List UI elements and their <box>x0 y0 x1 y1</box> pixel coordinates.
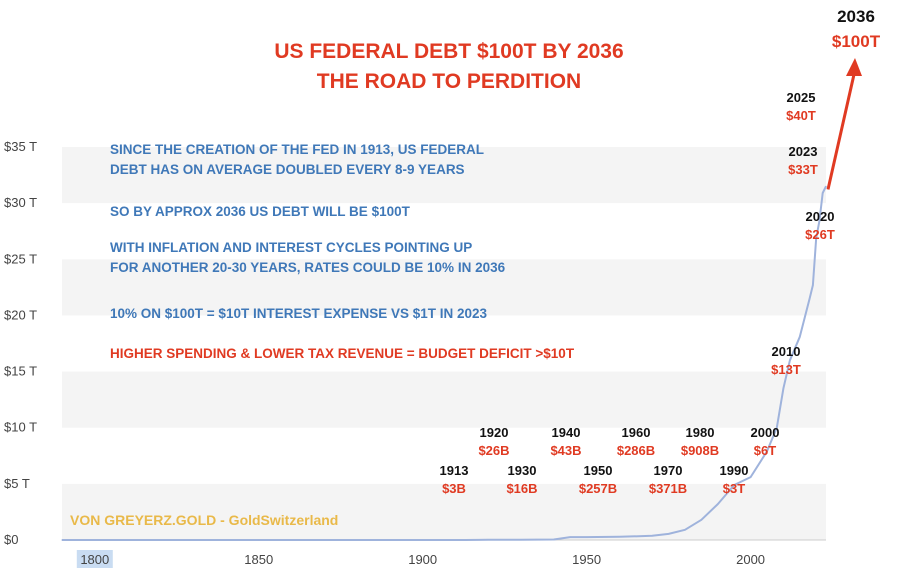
data-point <box>668 533 670 535</box>
data-point <box>422 539 424 541</box>
data-point <box>799 336 801 338</box>
data-point <box>822 192 824 194</box>
x-tick-label: 2000 <box>736 552 765 567</box>
annotation-year: 2025 <box>787 90 816 105</box>
data-point <box>61 539 63 541</box>
data-point <box>812 284 814 286</box>
annotation-year: 1950 <box>584 463 613 478</box>
data-point <box>258 539 260 541</box>
data-point <box>464 539 466 541</box>
data-point <box>749 476 752 478</box>
annotation-value: $100T <box>832 32 881 51</box>
data-point <box>733 484 735 486</box>
grid-band <box>62 315 826 372</box>
data-point <box>684 529 686 531</box>
grid-band <box>62 427 826 484</box>
annotation-value: $26T <box>805 227 835 242</box>
data-point <box>618 536 621 538</box>
projection-arrow-head <box>846 58 862 76</box>
annotation-year: 2020 <box>806 209 835 224</box>
y-tick-label: $0 <box>4 532 18 547</box>
note-line: FOR ANOTHER 20-30 YEARS, RATES COULD BE … <box>110 260 506 275</box>
note-line: DEBT HAS ON AVERAGE DOUBLED EVERY 8-9 YE… <box>110 162 465 177</box>
y-tick-label: $35 T <box>4 139 37 154</box>
chart-title-line: THE ROAD TO PERDITION <box>317 70 581 93</box>
chart-title-line: US FEDERAL DEBT $100T BY 2036 <box>274 40 623 63</box>
data-point <box>818 220 821 222</box>
y-tick-label: $30 T <box>4 195 37 210</box>
annotation-value: $3B <box>442 481 466 496</box>
data-point <box>651 535 653 537</box>
grid-band <box>62 483 826 540</box>
annotation-value: $6T <box>754 443 776 458</box>
annotation-year: 1913 <box>440 463 469 478</box>
data-point <box>789 359 791 361</box>
y-tick-label: $20 T <box>4 307 37 322</box>
note-line: WITH INFLATION AND INTEREST CYCLES POINT… <box>110 240 472 255</box>
data-point <box>520 539 522 541</box>
annotation-year: 1990 <box>720 463 749 478</box>
annotation-value: $43B <box>550 443 581 458</box>
annotation-value: $286B <box>617 443 655 458</box>
grid-band <box>62 147 826 204</box>
x-tick-label: 1800 <box>80 552 109 567</box>
annotation-value: $257B <box>579 481 617 496</box>
annotation-value: $16B <box>506 481 537 496</box>
data-point <box>782 387 784 390</box>
note-line: HIGHER SPENDING & LOWER TAX REVENUE = BU… <box>110 346 575 361</box>
data-point <box>569 536 571 538</box>
data-point <box>700 519 702 521</box>
annotation-year: 1940 <box>552 425 581 440</box>
data-point <box>825 185 827 187</box>
data-point <box>776 427 778 429</box>
note-line: 10% ON $100T = $10T INTEREST EXPENSE VS … <box>110 306 488 321</box>
annotation-year: 1960 <box>622 425 651 440</box>
annotation-year: 1980 <box>686 425 715 440</box>
data-point <box>553 538 555 541</box>
annotation-year: 2023 <box>789 144 818 159</box>
annotation-value: $26B <box>478 443 509 458</box>
annotation-value: $33T <box>788 162 818 177</box>
y-tick-label: $10 T <box>4 420 37 435</box>
x-tick-label: 1900 <box>408 552 437 567</box>
grid-band <box>62 371 826 428</box>
grid-band <box>62 203 826 260</box>
annotation-year: 1930 <box>508 463 537 478</box>
annotation-year: 1970 <box>654 463 683 478</box>
x-tick-label: 1850 <box>244 552 273 567</box>
data-point <box>809 297 811 300</box>
annotation-value: $40T <box>786 108 816 123</box>
watermark: VON GREYERZ.GOLD - GoldSwitzerland <box>70 512 338 528</box>
x-tick-label: 1950 <box>572 552 601 567</box>
data-point <box>717 503 719 505</box>
y-tick-label: $25 T <box>4 251 37 266</box>
annotation-value: $908B <box>681 443 719 458</box>
data-point <box>815 237 817 239</box>
x-tick-highlight <box>76 550 113 568</box>
data-point <box>487 539 489 541</box>
y-tick-label: $5 T <box>4 476 30 491</box>
debt-series-line <box>62 185 827 541</box>
projection-arrow-line <box>826 69 857 190</box>
note-line: SINCE THE CREATION OF THE FED IN 1913, U… <box>110 142 484 157</box>
data-point <box>586 536 588 538</box>
note-line: SO BY APPROX 2036 US DEBT WILL BE $100T <box>110 204 411 219</box>
data-point <box>477 539 480 541</box>
data-point <box>94 539 96 541</box>
y-tick-label: $15 T <box>4 364 37 379</box>
annotation-year: 2000 <box>751 425 780 440</box>
annotation-value: $3T <box>723 481 745 496</box>
data-point <box>766 450 768 452</box>
annotation-value: $371B <box>649 481 687 496</box>
annotation-value: $13T <box>771 362 801 377</box>
grid-band <box>62 259 826 316</box>
annotation-year: 2010 <box>772 344 801 359</box>
annotation-year: 2036 <box>837 7 875 26</box>
annotation-year: 1920 <box>480 425 509 440</box>
